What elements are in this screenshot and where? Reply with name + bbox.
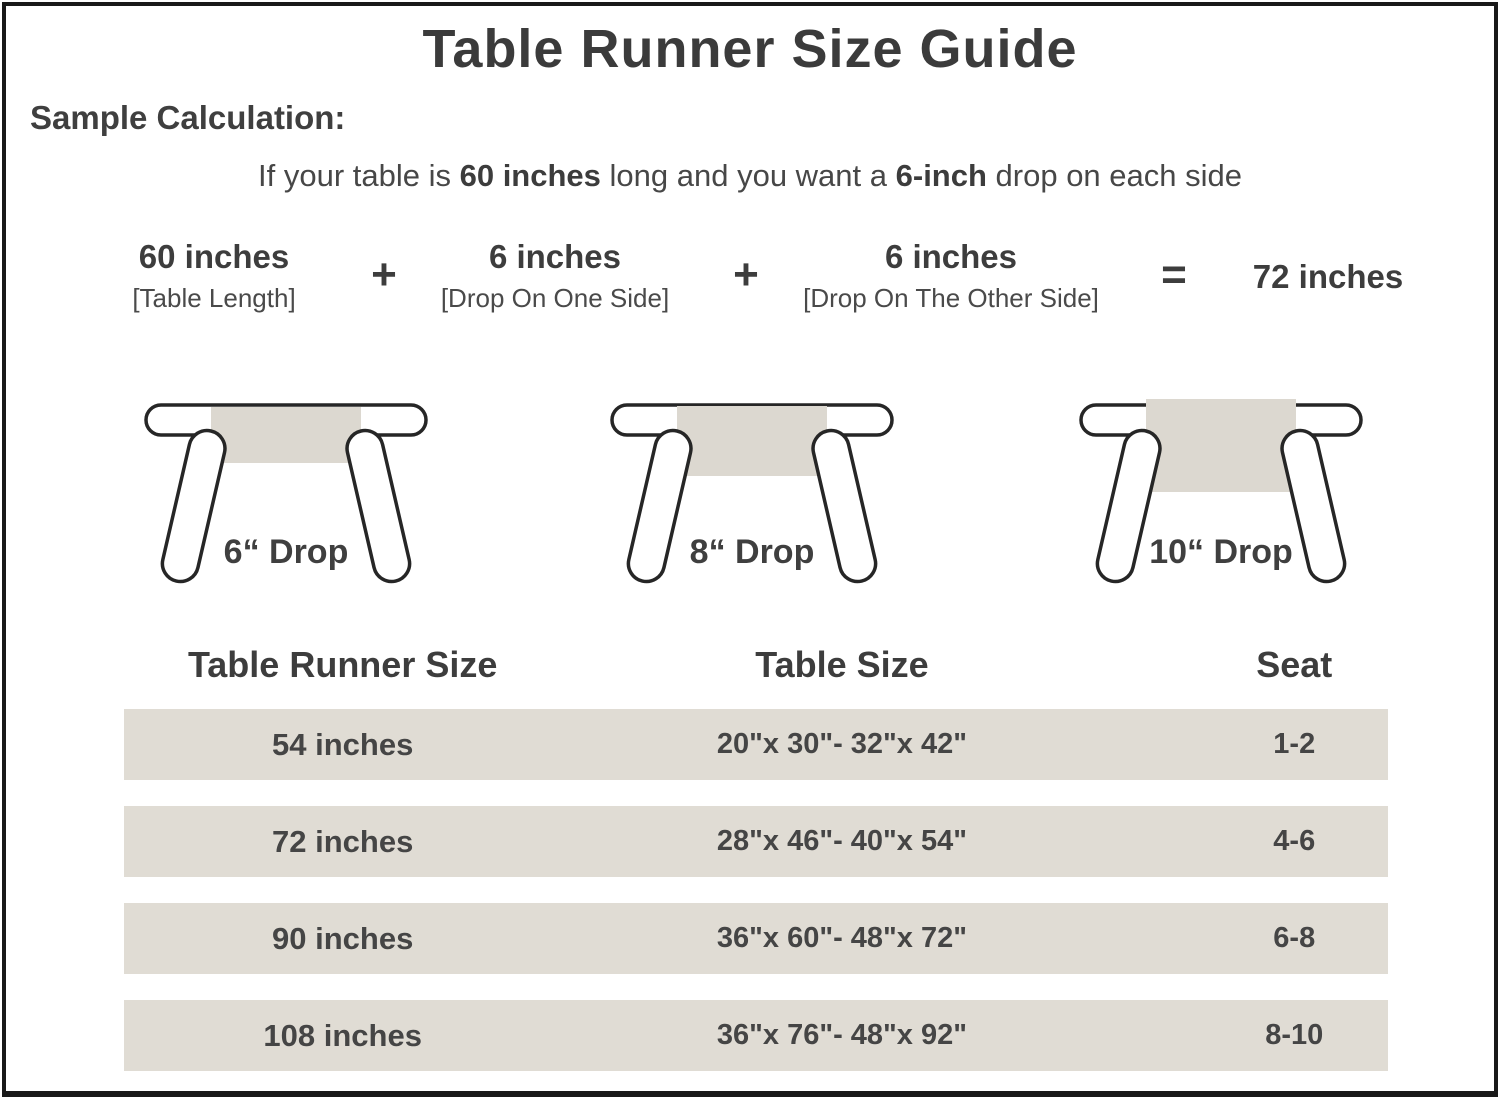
calc-term-value: 6 inches bbox=[884, 238, 1018, 275]
drop-label: 10“ Drop bbox=[1149, 533, 1293, 571]
cell-seat: 4-6 bbox=[1273, 825, 1316, 857]
table-illustration-6-drop: 6“ Drop bbox=[116, 391, 456, 606]
table-runner bbox=[1146, 399, 1296, 492]
table-illustration-8-drop: 8“ Drop bbox=[582, 391, 922, 606]
cell-seat: 1-2 bbox=[1273, 728, 1316, 760]
table-row: 54 inches 20"x 30"- 32"x 42" 1-2 bbox=[124, 709, 1388, 780]
header-seat: Seat bbox=[1256, 644, 1333, 685]
header-table-runner-size: Table Runner Size bbox=[187, 644, 498, 685]
table-leg-right bbox=[345, 428, 412, 584]
sentence-segment: long and you want a bbox=[600, 158, 896, 193]
table-header-row: Table Runner Size Table Size Seat bbox=[124, 644, 1388, 686]
cell-seat: 8-10 bbox=[1265, 1019, 1324, 1051]
table-leg-left bbox=[1095, 428, 1162, 584]
calc-term-drop-other-side: 6 inches [Drop On The Other Side] bbox=[786, 238, 1116, 314]
sample-calculation-heading: Sample Calculation: bbox=[30, 99, 346, 136]
calc-term-value: 6 inches bbox=[488, 238, 622, 275]
cell-table-size: 36"x 60"- 48"x 72" bbox=[716, 922, 967, 954]
table-runner bbox=[677, 406, 827, 476]
calc-term-drop-one-side: 6 inches [Drop On One Side] bbox=[425, 238, 685, 314]
drop-label: 8“ Drop bbox=[689, 533, 815, 571]
table-runner bbox=[211, 407, 361, 463]
table-illustration-10-drop: 10“ Drop bbox=[1051, 391, 1391, 606]
cell-table-size: 28"x 46"- 40"x 54" bbox=[716, 825, 967, 857]
table-drawing bbox=[1079, 399, 1363, 584]
calc-result: 72 inches bbox=[1252, 258, 1404, 295]
header-table-size: Table Size bbox=[755, 644, 929, 685]
plus-sign: + bbox=[371, 250, 397, 299]
table-leg-right bbox=[811, 428, 878, 584]
table-drawing bbox=[610, 403, 894, 584]
cell-seat: 6-8 bbox=[1273, 922, 1316, 954]
table-drawing bbox=[144, 403, 428, 584]
cell-runner-size: 72 inches bbox=[272, 823, 414, 859]
cell-table-size: 36"x 76"- 48"x 92" bbox=[716, 1019, 967, 1051]
sentence-segment: If your table is bbox=[258, 158, 460, 193]
calc-term-table-length: 60 inches [Table Length] bbox=[94, 238, 334, 314]
calc-term-label: [Drop On The Other Side] bbox=[803, 283, 1099, 313]
cell-table-size: 20"x 30"- 32"x 42" bbox=[716, 728, 967, 760]
table-row: 108 inches 36"x 76"- 48"x 92" 8-10 bbox=[124, 1000, 1388, 1071]
page-title: Table Runner Size Guide bbox=[422, 19, 1078, 79]
calc-term-value: 60 inches bbox=[138, 238, 290, 275]
table-row: 72 inches 28"x 46"- 40"x 54" 4-6 bbox=[124, 806, 1388, 877]
cell-runner-size: 54 inches bbox=[272, 726, 414, 762]
equals-sign: = bbox=[1161, 250, 1187, 299]
calc-term-label: [Table Length] bbox=[132, 283, 296, 313]
sentence-bold-drop: 6-inch bbox=[895, 158, 987, 193]
table-leg-left bbox=[160, 428, 227, 584]
plus-sign: + bbox=[733, 250, 759, 299]
table-leg-left bbox=[626, 428, 693, 584]
sample-sentence: If your table is 60 inches long and you … bbox=[6, 158, 1494, 194]
calc-term-label: [Drop On One Side] bbox=[440, 283, 670, 313]
table-row: 90 inches 36"x 60"- 48"x 72" 6-8 bbox=[124, 903, 1388, 974]
sentence-bold-table-length: 60 inches bbox=[459, 158, 601, 193]
drop-label: 6“ Drop bbox=[223, 533, 349, 571]
table-leg-right bbox=[1280, 428, 1347, 584]
cell-runner-size: 90 inches bbox=[272, 920, 414, 956]
sentence-segment: drop on each side bbox=[986, 158, 1242, 193]
calculation-row: 60 inches [Table Length] + 6 inches [Dro… bbox=[6, 238, 1494, 358]
cell-runner-size: 108 inches bbox=[263, 1017, 422, 1053]
